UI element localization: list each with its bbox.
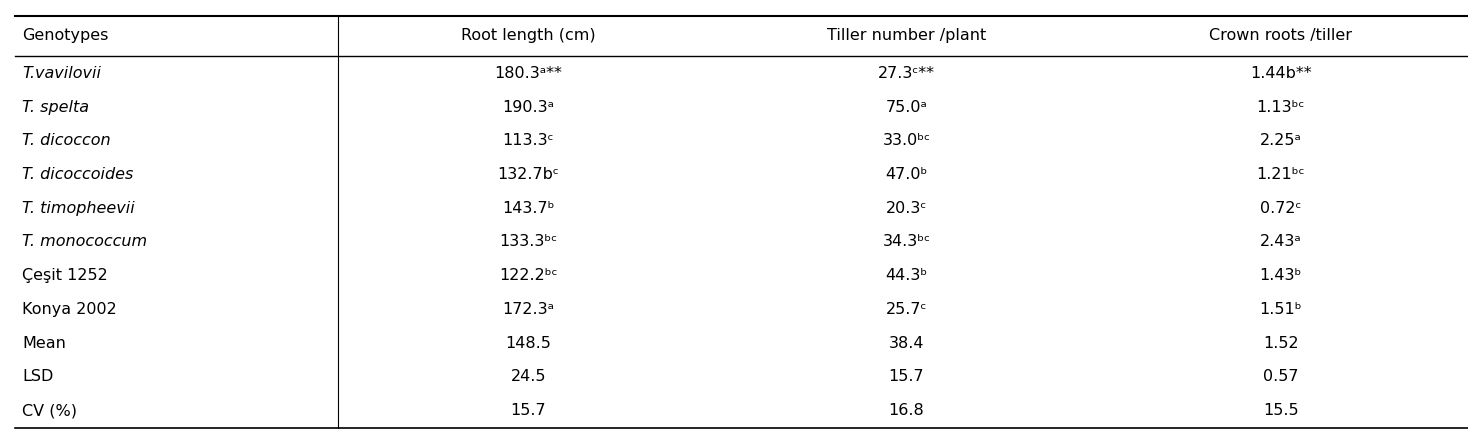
Text: 1.52: 1.52 [1262,336,1299,351]
Text: 180.3ᵃ**: 180.3ᵃ** [495,66,562,81]
Text: Crown roots /tiller: Crown roots /tiller [1210,28,1352,44]
Text: 133.3ᵇᶜ: 133.3ᵇᶜ [499,234,558,250]
Text: 172.3ᵃ: 172.3ᵃ [502,302,555,317]
Text: 15.7: 15.7 [888,369,925,385]
Text: T. spelta: T. spelta [22,99,90,115]
Text: 75.0ᵃ: 75.0ᵃ [885,99,928,115]
Text: 1.21ᵇᶜ: 1.21ᵇᶜ [1257,167,1305,182]
Text: 122.2ᵇᶜ: 122.2ᵇᶜ [499,268,558,283]
Text: 38.4: 38.4 [888,336,925,351]
Text: LSD: LSD [22,369,53,385]
Text: 143.7ᵇ: 143.7ᵇ [502,201,555,216]
Text: 34.3ᵇᶜ: 34.3ᵇᶜ [882,234,931,250]
Text: 2.43ᵃ: 2.43ᵃ [1260,234,1302,250]
Text: Root length (cm): Root length (cm) [461,28,596,44]
Text: 33.0ᵇᶜ: 33.0ᵇᶜ [882,133,931,148]
Text: 47.0ᵇ: 47.0ᵇ [885,167,928,182]
Text: 20.3ᶜ: 20.3ᶜ [885,201,928,216]
Text: 132.7bᶜ: 132.7bᶜ [498,167,559,182]
Text: 190.3ᵃ: 190.3ᵃ [502,99,555,115]
Text: T. timopheevii: T. timopheevii [22,201,135,216]
Text: Çeşit 1252: Çeşit 1252 [22,268,107,283]
Text: 1.43ᵇ: 1.43ᵇ [1260,268,1302,283]
Text: 0.72ᶜ: 0.72ᶜ [1260,201,1302,216]
Text: 27.3ᶜ**: 27.3ᶜ** [878,66,935,81]
Text: Tiller number /plant: Tiller number /plant [826,28,986,44]
Text: T. dicoccoides: T. dicoccoides [22,167,134,182]
Text: Konya 2002: Konya 2002 [22,302,117,317]
Text: 1.51ᵇ: 1.51ᵇ [1260,302,1302,317]
Text: Mean: Mean [22,336,66,351]
Text: 24.5: 24.5 [511,369,546,385]
Text: 148.5: 148.5 [505,336,552,351]
Text: T. dicoccon: T. dicoccon [22,133,110,148]
Text: 44.3ᵇ: 44.3ᵇ [885,268,928,283]
Text: Genotypes: Genotypes [22,28,109,44]
Text: 15.5: 15.5 [1262,403,1299,418]
Text: 113.3ᶜ: 113.3ᶜ [502,133,555,148]
Text: 16.8: 16.8 [888,403,925,418]
Text: 2.25ᵃ: 2.25ᵃ [1260,133,1302,148]
Text: 1.13ᵇᶜ: 1.13ᵇᶜ [1257,99,1305,115]
Text: T. monococcum: T. monococcum [22,234,147,250]
Text: 1.44b**: 1.44b** [1251,66,1311,81]
Text: 15.7: 15.7 [511,403,546,418]
Text: T.vavilovii: T.vavilovii [22,66,101,81]
Text: CV (%): CV (%) [22,403,76,418]
Text: 0.57: 0.57 [1262,369,1299,385]
Text: 25.7ᶜ: 25.7ᶜ [885,302,928,317]
